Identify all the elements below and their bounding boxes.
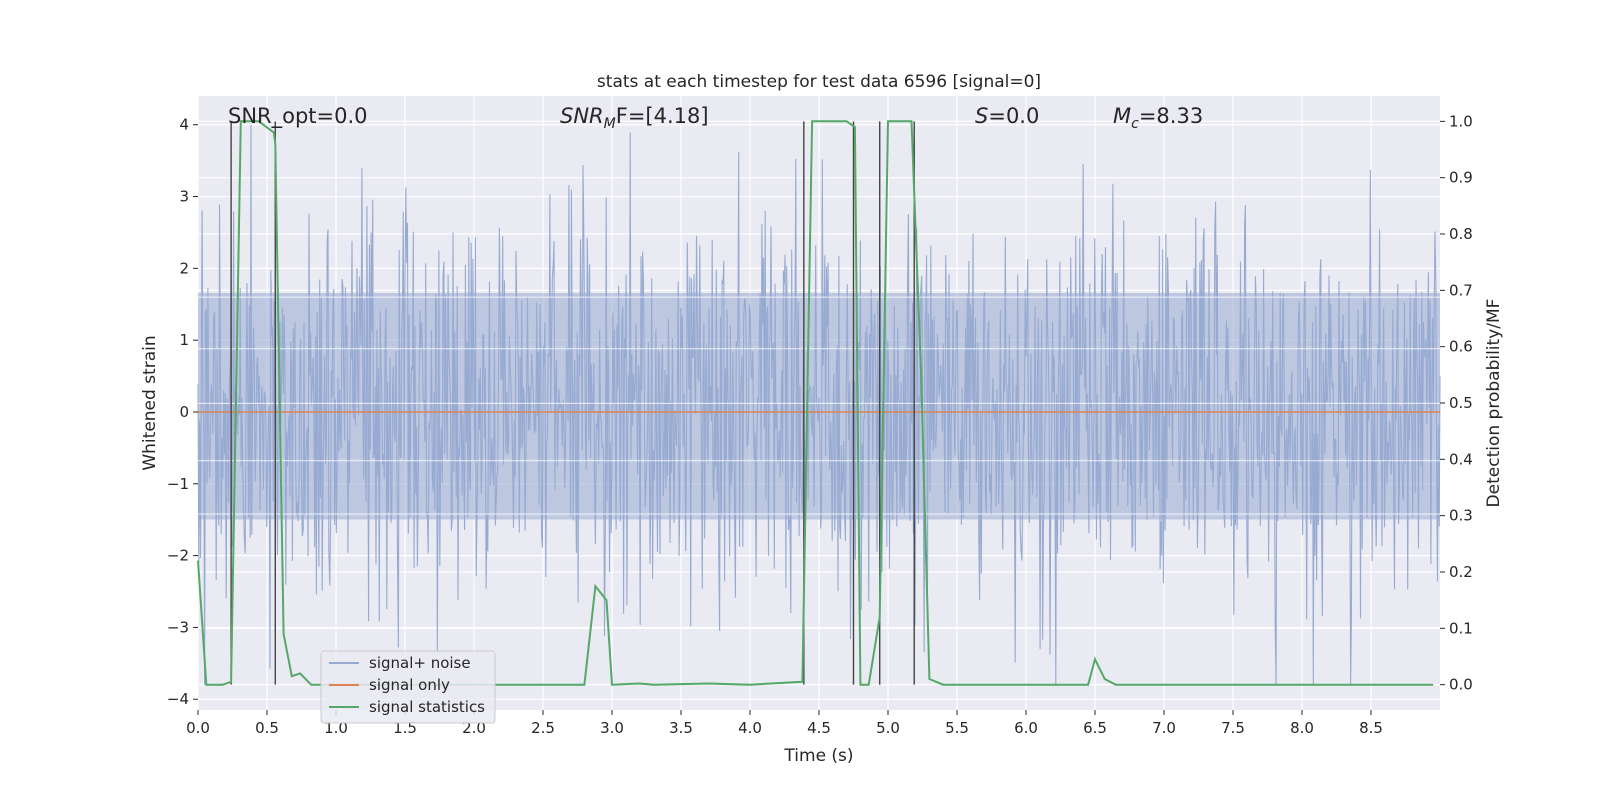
y-tick-label: 3 [179, 188, 189, 206]
y2-tick-label: 0.5 [1449, 394, 1473, 412]
annotation-snr-mf: SNRMF=[4.18] [560, 104, 709, 132]
annotation-mc-tail: =8.33 [1139, 104, 1203, 128]
x-tick-label: 3.0 [600, 719, 624, 737]
y2-tick-label: 0.9 [1449, 169, 1473, 187]
y2-tick-label: 0.7 [1449, 281, 1473, 299]
annotation-snr-mf-tail: F=[4.18] [616, 104, 709, 128]
x-tick-label: 0.0 [186, 719, 210, 737]
y2-axis-ticks: 1.0 0.9 0.8 0.7 0.6 0.5 0.4 0.3 0.2 0.1 0.0 [1440, 112, 1473, 694]
annotation-s-var: S [975, 104, 988, 128]
y2-tick-label: 0.1 [1449, 619, 1473, 637]
y-tick-label: 4 [179, 116, 189, 134]
x-tick-label: 2.5 [531, 719, 555, 737]
y2-tick-label: 0.6 [1449, 338, 1473, 356]
y-tick-label: 0 [179, 403, 189, 421]
legend: signal+ noise signal only signal statist… [320, 650, 496, 724]
x-tick-label: 4.5 [807, 719, 831, 737]
annotation-mc-var: M [1113, 104, 1131, 128]
annotation-s-tail: =0.0 [988, 104, 1039, 128]
legend-label-stats: signal statistics [369, 698, 485, 716]
y2-axis-label: Detection probability/MF [1484, 299, 1504, 508]
y-tick-label: −4 [167, 690, 189, 708]
legend-label-signal: signal only [369, 676, 450, 694]
y-tick-label: −1 [167, 475, 189, 493]
y2-tick-label: 0.8 [1449, 225, 1473, 243]
chart-title: stats at each timestep for test data 659… [597, 72, 1041, 92]
x-tick-label: 8.5 [1359, 719, 1383, 737]
legend-box [320, 650, 496, 724]
annotation-snr-mf-var: SNR [560, 104, 604, 128]
y-axis-label: Whitened strain [140, 335, 160, 470]
y2-tick-label: 1.0 [1449, 112, 1473, 130]
y2-tick-label: 0.0 [1449, 676, 1473, 694]
y2-tick-label: 0.4 [1449, 450, 1473, 468]
x-tick-label: 0.5 [255, 719, 279, 737]
annotation-snr-mf-sub: M [604, 116, 616, 132]
y-tick-label: 2 [179, 259, 189, 277]
x-tick-label: 7.0 [1152, 719, 1176, 737]
y2-tick-label: 0.3 [1449, 507, 1473, 525]
y-axis-ticks: 4 3 2 1 0 −1 −2 −3 −4 [167, 116, 198, 708]
x-tick-label: 6.5 [1083, 719, 1107, 737]
y-tick-label: −3 [167, 618, 189, 636]
y-tick-label: −2 [167, 547, 189, 565]
signal-noise-series [197, 124, 1441, 685]
x-axis-label: Time (s) [783, 746, 853, 766]
signal-statistics-series [197, 120, 1434, 686]
annotation-snr-opt: SNR_opt=0.0 [228, 104, 368, 129]
noise-band [198, 293, 1440, 520]
y2-tick-label: 0.2 [1449, 563, 1473, 581]
x-tick-label: 3.5 [669, 719, 693, 737]
signal-statistics-line [197, 120, 1434, 686]
annotation-mc-sub: c [1131, 116, 1139, 132]
x-tick-label: 7.5 [1221, 719, 1245, 737]
annotation-mc: Mc=8.33 [1113, 104, 1203, 132]
annotation-s: S=0.0 [975, 104, 1039, 128]
y-tick-label: 1 [179, 331, 189, 349]
x-tick-label: 8.0 [1290, 719, 1314, 737]
x-tick-label: 6.0 [1014, 719, 1038, 737]
x-tick-label: 5.5 [945, 719, 969, 737]
x-tick-label: 4.0 [738, 719, 762, 737]
legend-label-noise: signal+ noise [369, 654, 471, 672]
x-tick-label: 5.0 [876, 719, 900, 737]
